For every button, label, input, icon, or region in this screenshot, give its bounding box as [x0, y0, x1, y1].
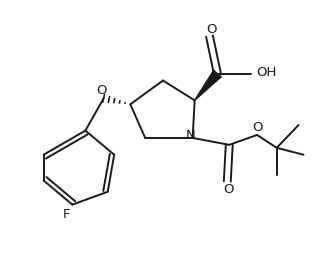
Text: O: O	[253, 121, 263, 134]
Text: F: F	[63, 208, 70, 221]
Text: OH: OH	[257, 66, 277, 79]
Text: N: N	[186, 129, 195, 142]
Text: O: O	[206, 23, 217, 36]
Polygon shape	[194, 70, 221, 100]
Text: O: O	[96, 84, 107, 97]
Text: O: O	[223, 183, 233, 196]
